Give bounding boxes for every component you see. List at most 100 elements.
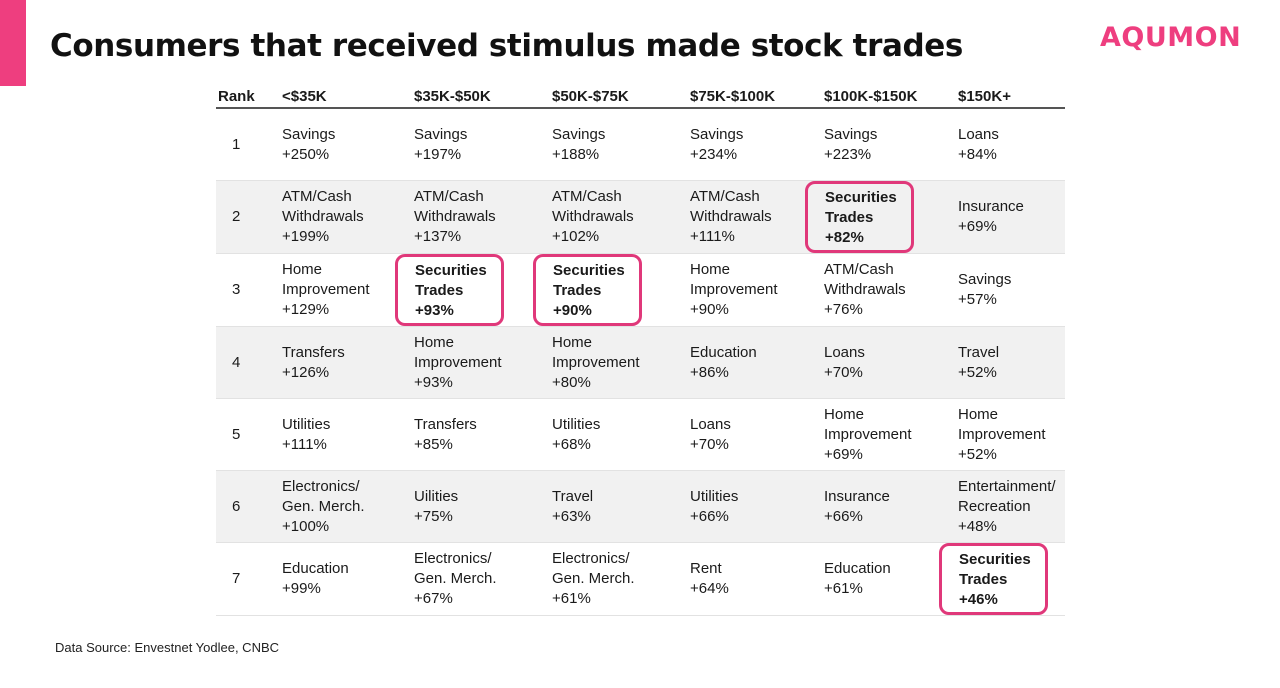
table-cell: Electronics/ Gen. Merch. +67% <box>414 542 552 616</box>
table-cell: Insurance +66% <box>824 470 958 543</box>
table-cell: Home Improvement +52% <box>958 398 1065 471</box>
rank-number: 6 <box>216 470 282 543</box>
table-cell: Education +61% <box>824 542 958 616</box>
category-value: Entertainment/ Recreation +48% <box>958 477 1056 535</box>
category-value: Utilities +111% <box>282 415 331 453</box>
table-cell: ATM/Cash Withdrawals +111% <box>690 180 824 254</box>
category-value: Home Improvement +69% <box>824 405 912 463</box>
aqumon-logo: AQUMON <box>1100 22 1242 53</box>
table-row: 3 Home Improvement +129% Securities Trades… <box>216 253 1065 327</box>
table-cell: Savings +188% <box>552 108 690 181</box>
category-value: Travel +52% <box>958 343 1000 381</box>
table-row: 5 Utilities +111% Transfers +85% Utilities … <box>216 398 1065 471</box>
category-value: Home Improvement +93% <box>414 333 502 391</box>
category-value: Home Improvement +90% <box>690 261 778 318</box>
spending-rank-table: Rank <$35K $35K-$50K $50K-$75K $75K-$100… <box>216 85 1065 616</box>
category-value: Electronics/ Gen. Merch. +67% <box>414 550 497 607</box>
category-value: Transfers +85% <box>414 415 477 453</box>
table-cell: Utilities +66% <box>690 470 824 543</box>
category-value: Insurance +69% <box>958 198 1024 235</box>
highlighted-category-value: Securities Trades +82% <box>805 181 914 253</box>
column-header-50k-75k: $50K-$75K <box>552 85 690 109</box>
category-value: Education +61% <box>824 560 891 597</box>
table-cell: Savings +197% <box>414 108 552 181</box>
category-value: ATM/Cash Withdrawals +102% <box>552 188 634 245</box>
table-cell: Home Improvement +90% <box>690 253 824 327</box>
column-header-150k-plus: $150K+ <box>958 85 1065 109</box>
table-cell: Travel +52% <box>958 326 1065 399</box>
slide-title: Consumers that received stimulus made st… <box>50 28 963 64</box>
category-value: Electronics/ Gen. Merch. +100% <box>282 477 365 535</box>
table-cell: Entertainment/ Recreation +48% <box>958 470 1065 543</box>
highlighted-category-value: Securities Trades +46% <box>939 543 1048 615</box>
table-row: 1 Savings +250% Savings +197% Savings +188%… <box>216 108 1065 181</box>
column-header-rank: Rank <box>216 85 282 109</box>
category-value: Utilities +66% <box>690 487 739 525</box>
accent-bar <box>0 0 26 86</box>
table-cell: Loans +84% <box>958 108 1065 181</box>
column-header-100k-150k: $100K-$150K <box>824 85 958 109</box>
highlighted-category-value: Securities Trades +90% <box>533 254 642 326</box>
rank-number: 2 <box>216 180 282 254</box>
table-cell: Savings +57% <box>958 253 1065 327</box>
table-cell: Electronics/ Gen. Merch. +61% <box>552 542 690 616</box>
category-value: Education +99% <box>282 560 349 597</box>
table-cell: Electronics/ Gen. Merch. +100% <box>282 470 414 543</box>
category-value: Transfers +126% <box>282 343 345 381</box>
table-cell: Securities Trades +46% <box>939 542 1065 616</box>
category-value: ATM/Cash Withdrawals +137% <box>414 188 496 245</box>
table-cell: Utilities +111% <box>282 398 414 471</box>
category-value: Loans +70% <box>690 415 731 453</box>
table-cell: Savings +223% <box>824 108 958 181</box>
table-cell: Loans +70% <box>824 326 958 399</box>
table-cell: ATM/Cash Withdrawals +199% <box>282 180 414 254</box>
category-value: Savings +188% <box>552 125 606 163</box>
category-value: Loans +70% <box>824 343 865 381</box>
rank-number: 4 <box>216 326 282 399</box>
table-cell: Transfers +126% <box>282 326 414 399</box>
column-header-75k-100k: $75K-$100K <box>690 85 824 109</box>
category-value: Savings +250% <box>282 125 336 163</box>
category-value: Electronics/ Gen. Merch. +61% <box>552 550 635 607</box>
table-row: 7 Education +99% Electronics/ Gen. Merch. … <box>216 542 1065 616</box>
category-value: Savings +57% <box>958 271 1012 308</box>
category-value: Savings +234% <box>690 125 744 163</box>
rank-number: 1 <box>216 108 282 181</box>
category-value: ATM/Cash Withdrawals +111% <box>690 188 772 245</box>
table-cell: Home Improvement +69% <box>824 398 958 471</box>
table-cell: Securities Trades +93% <box>395 253 552 327</box>
table-cell: Travel +63% <box>552 470 690 543</box>
column-header-under-35k: <$35K <box>282 85 414 109</box>
rank-number: 7 <box>216 542 282 616</box>
highlighted-category-value: Securities Trades +93% <box>395 254 504 326</box>
category-value: Travel +63% <box>552 487 594 525</box>
table-cell: Education +86% <box>690 326 824 399</box>
table-cell: Loans +70% <box>690 398 824 471</box>
data-source-note: Data Source: Envestnet Yodlee, CNBC <box>55 640 280 655</box>
table-cell: Education +99% <box>282 542 414 616</box>
category-value: Insurance +66% <box>824 487 890 525</box>
table-cell: ATM/Cash Withdrawals +137% <box>414 180 552 254</box>
table-cell: ATM/Cash Withdrawals +102% <box>552 180 690 254</box>
category-value: Savings +223% <box>824 125 878 163</box>
table-cell: Savings +234% <box>690 108 824 181</box>
category-value: Home Improvement +80% <box>552 333 640 391</box>
category-value: Uilities +75% <box>414 487 459 525</box>
table-cell: Home Improvement +129% <box>282 253 414 327</box>
category-value: Loans +84% <box>958 125 999 163</box>
table-header-row: Rank <$35K $35K-$50K $50K-$75K $75K-$100… <box>216 85 1065 109</box>
category-value: ATM/Cash Withdrawals +199% <box>282 188 364 245</box>
table-cell: Utilities +68% <box>552 398 690 471</box>
table-cell: Savings +250% <box>282 108 414 181</box>
table-body: 1 Savings +250% Savings +197% Savings +188%… <box>216 108 1065 616</box>
table-row: 6 Electronics/ Gen. Merch. +100% Uilities … <box>216 470 1065 543</box>
category-value: Rent +64% <box>690 560 729 597</box>
table-cell: Securities Trades +82% <box>805 180 958 254</box>
category-value: ATM/Cash Withdrawals +76% <box>824 261 906 318</box>
table-cell: Uilities +75% <box>414 470 552 543</box>
table-cell: Securities Trades +90% <box>533 253 690 327</box>
table-cell: Rent +64% <box>690 542 824 616</box>
table-cell: Insurance +69% <box>958 180 1065 254</box>
category-value: Savings +197% <box>414 125 468 163</box>
table-cell: Transfers +85% <box>414 398 552 471</box>
